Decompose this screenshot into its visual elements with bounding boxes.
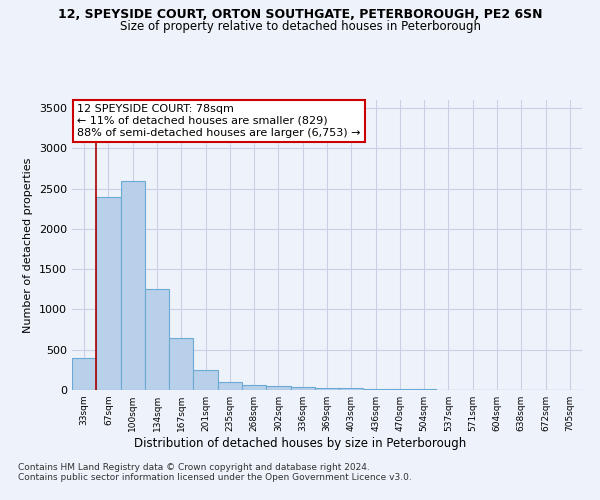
Bar — [169, 338, 193, 390]
Bar — [242, 385, 266, 390]
Text: 12 SPEYSIDE COURT: 78sqm
← 11% of detached houses are smaller (829)
88% of semi-: 12 SPEYSIDE COURT: 78sqm ← 11% of detach… — [77, 104, 361, 138]
Text: Size of property relative to detached houses in Peterborough: Size of property relative to detached ho… — [119, 20, 481, 33]
Text: Contains public sector information licensed under the Open Government Licence v3: Contains public sector information licen… — [18, 472, 412, 482]
Bar — [218, 382, 242, 390]
Bar — [72, 358, 96, 390]
Text: Contains HM Land Registry data © Crown copyright and database right 2024.: Contains HM Land Registry data © Crown c… — [18, 462, 370, 471]
Bar — [290, 387, 315, 390]
Bar — [266, 386, 290, 390]
Bar — [388, 389, 412, 390]
Text: Distribution of detached houses by size in Peterborough: Distribution of detached houses by size … — [134, 438, 466, 450]
Y-axis label: Number of detached properties: Number of detached properties — [23, 158, 34, 332]
Bar — [145, 290, 169, 390]
Text: 12, SPEYSIDE COURT, ORTON SOUTHGATE, PETERBOROUGH, PE2 6SN: 12, SPEYSIDE COURT, ORTON SOUTHGATE, PET… — [58, 8, 542, 20]
Bar — [364, 389, 388, 390]
Bar — [339, 388, 364, 390]
Bar — [96, 196, 121, 390]
Bar — [315, 388, 339, 390]
Bar — [193, 370, 218, 390]
Bar — [121, 180, 145, 390]
